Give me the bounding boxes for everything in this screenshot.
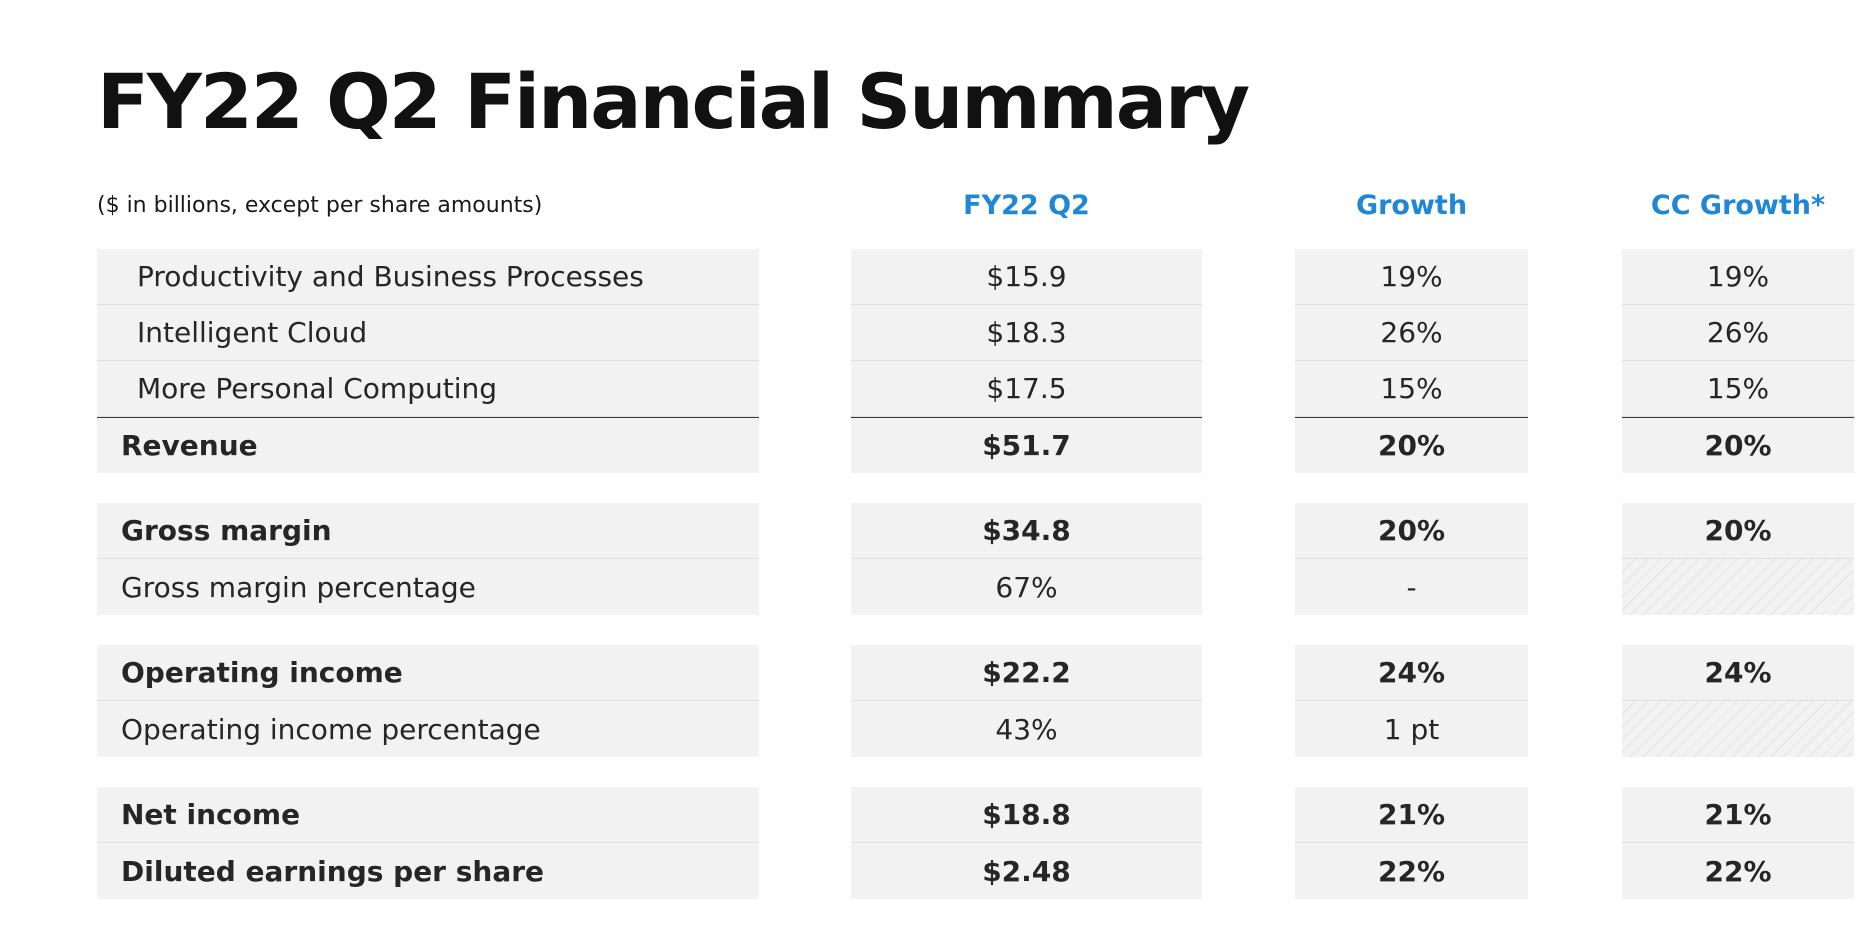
row-growth-net-income: 21% xyxy=(1295,787,1528,843)
units-note: ($ in billions, except per share amounts… xyxy=(97,193,543,218)
page-title: FY22 Q2 Financial Summary xyxy=(97,57,1250,146)
row-cc-growth-diluted-eps: 22% xyxy=(1622,843,1854,899)
row-growth-productivity: 19% xyxy=(1295,249,1528,305)
row-growth-diluted-eps: 22% xyxy=(1295,843,1528,899)
row-growth-operating-income: 24% xyxy=(1295,645,1528,701)
row-label-intelligent-cloud: Intelligent Cloud xyxy=(97,305,759,361)
row-label-gross-margin-percentage: Gross margin percentage xyxy=(97,559,759,615)
growth-column: 19% 26% 15% 20% 20% - 24% 1 pt 21% 22% xyxy=(1295,249,1528,899)
cc-growth-column: 19% 26% 15% 20% 20% 24% 21% 22% xyxy=(1622,249,1854,899)
row-growth-revenue: 20% xyxy=(1295,417,1528,473)
row-growth-more-personal-computing: 15% xyxy=(1295,361,1528,417)
row-growth-gross-margin: 20% xyxy=(1295,503,1528,559)
row-growth-operating-income-percentage: 1 pt xyxy=(1295,701,1528,757)
row-growth-intelligent-cloud: 26% xyxy=(1295,305,1528,361)
row-cc-growth-gross-margin-percentage-blank xyxy=(1622,559,1854,615)
row-value-operating-income-percentage: 43% xyxy=(851,701,1202,757)
row-value-diluted-eps: $2.48 xyxy=(851,843,1202,899)
row-cc-growth-revenue: 20% xyxy=(1622,417,1854,473)
row-label-revenue: Revenue xyxy=(97,417,759,473)
row-value-revenue: $51.7 xyxy=(851,417,1202,473)
row-value-more-personal-computing: $17.5 xyxy=(851,361,1202,417)
column-header-fy22-q2: FY22 Q2 xyxy=(963,190,1090,221)
row-cc-growth-intelligent-cloud: 26% xyxy=(1622,305,1854,361)
row-value-intelligent-cloud: $18.3 xyxy=(851,305,1202,361)
row-label-more-personal-computing: More Personal Computing xyxy=(97,361,759,417)
row-value-operating-income: $22.2 xyxy=(851,645,1202,701)
row-label-operating-income-percentage: Operating income percentage xyxy=(97,701,759,757)
row-label-operating-income: Operating income xyxy=(97,645,759,701)
label-column: Productivity and Business Processes Inte… xyxy=(97,249,759,899)
row-label-net-income: Net income xyxy=(97,787,759,843)
row-cc-growth-productivity: 19% xyxy=(1622,249,1854,305)
row-label-productivity: Productivity and Business Processes xyxy=(97,249,759,305)
row-value-gross-margin-percentage: 67% xyxy=(851,559,1202,615)
row-value-gross-margin: $34.8 xyxy=(851,503,1202,559)
row-growth-gross-margin-percentage: - xyxy=(1295,559,1528,615)
row-label-diluted-eps: Diluted earnings per share xyxy=(97,843,759,899)
value-column: $15.9 $18.3 $17.5 $51.7 $34.8 67% $22.2 … xyxy=(851,249,1202,899)
row-value-productivity: $15.9 xyxy=(851,249,1202,305)
row-cc-growth-gross-margin: 20% xyxy=(1622,503,1854,559)
column-header-cc-growth: CC Growth* xyxy=(1650,190,1826,221)
row-cc-growth-net-income: 21% xyxy=(1622,787,1854,843)
row-cc-growth-operating-income-percentage-blank xyxy=(1622,701,1854,757)
row-value-net-income: $18.8 xyxy=(851,787,1202,843)
row-label-gross-margin: Gross margin xyxy=(97,503,759,559)
row-cc-growth-more-personal-computing: 15% xyxy=(1622,361,1854,417)
row-cc-growth-operating-income: 24% xyxy=(1622,645,1854,701)
column-header-growth: Growth xyxy=(1355,190,1468,221)
